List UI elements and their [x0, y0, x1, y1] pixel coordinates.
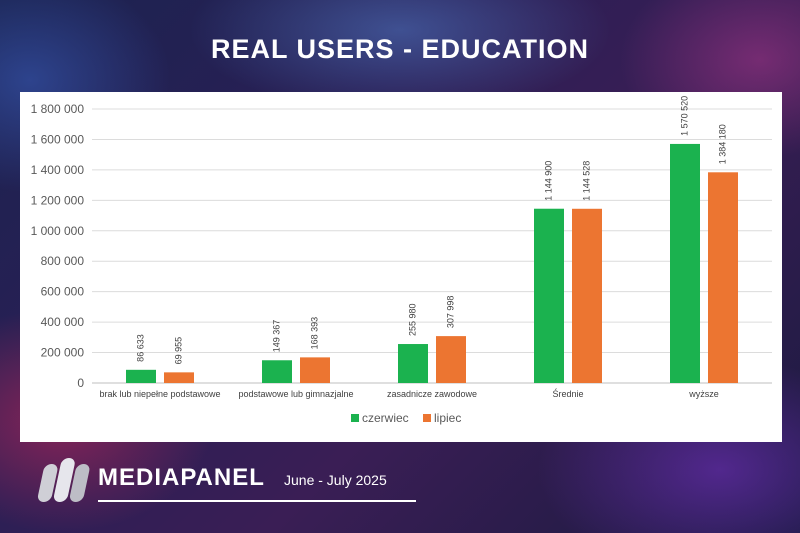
- data-label: 86 633: [135, 334, 145, 362]
- data-label: 168 393: [309, 317, 319, 350]
- data-label: 1 570 520: [679, 96, 689, 136]
- bar-czerwiec: [398, 344, 428, 383]
- bar-lipiec: [708, 172, 738, 383]
- legend-swatch-lipiec: [423, 414, 431, 422]
- legend-label: lipiec: [434, 411, 461, 425]
- data-label: 69 955: [173, 337, 183, 365]
- brand-name: MEDIAPANEL: [98, 464, 265, 491]
- bar-czerwiec: [670, 143, 700, 383]
- x-tick-label: Średnie: [552, 388, 583, 399]
- y-tick-label: 600 000: [41, 285, 85, 299]
- bar-lipiec: [300, 357, 330, 383]
- bar-lipiec: [164, 372, 194, 383]
- x-tick-label: podstawowe lub gimnazjalne: [238, 389, 353, 399]
- data-label: 1 144 528: [581, 161, 591, 201]
- y-tick-label: 1 000 000: [31, 224, 85, 238]
- page-title: REAL USERS - EDUCATION: [210, 34, 590, 64]
- x-tick-label: wyższe: [688, 389, 719, 399]
- mediapanel-logo-icon: [37, 458, 90, 502]
- bar-czerwiec: [534, 208, 564, 383]
- footer-divider: [98, 500, 416, 502]
- bar-chart: 0 200 000 400 000 600 000 800 000 1 000 000 1 …: [31, 96, 772, 425]
- x-tick-label: brak lub niepełne podstawowe: [99, 389, 220, 399]
- chart-panel: 0 200 000 400 000 600 000 800 000 1 000 000 1 …: [20, 92, 782, 442]
- y-tick-label: 800 000: [41, 254, 85, 268]
- data-label: 255 980: [407, 303, 417, 336]
- bar-lipiec: [436, 336, 466, 383]
- legend-label: czerwiec: [362, 411, 409, 425]
- y-tick-label: 1 800 000: [31, 102, 85, 116]
- bar-czerwiec: [126, 369, 156, 383]
- y-tick-label: 200 000: [41, 346, 85, 360]
- y-tick-label: 1 200 000: [31, 193, 85, 207]
- legend-swatch-czerwiec: [351, 414, 359, 422]
- data-label: 307 998: [445, 296, 455, 329]
- y-tick-label: 1 400 000: [31, 163, 85, 177]
- bar-lipiec: [572, 208, 602, 383]
- data-label: 1 384 180: [717, 124, 727, 164]
- y-tick-label: 400 000: [41, 315, 85, 329]
- data-label: 1 144 900: [543, 161, 553, 201]
- y-tick-label: 1 600 000: [31, 132, 85, 146]
- x-tick-label: zasadnicze zawodowe: [387, 389, 477, 399]
- data-label: 149 367: [271, 320, 281, 353]
- bar-czerwiec: [262, 360, 292, 383]
- report-period: June - July 2025: [284, 472, 387, 488]
- y-tick-label: 0: [77, 376, 84, 390]
